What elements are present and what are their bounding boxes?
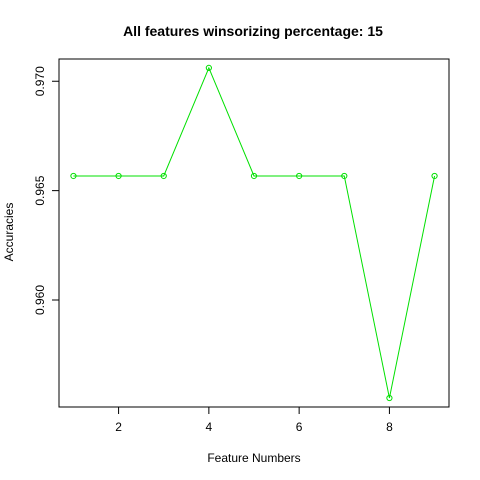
- y-tick-label-1: 0.965: [33, 175, 47, 205]
- y-axis: 0.960 0.965 0.970: [33, 66, 59, 315]
- data-point-9: [431, 172, 438, 180]
- x-axis-label: Feature Numbers: [207, 451, 300, 465]
- data-point-1: [70, 172, 77, 180]
- data-point-8: [386, 394, 393, 402]
- series-line-0: [73, 66, 436, 399]
- data-point-5: [250, 172, 258, 180]
- data-point-7: [341, 172, 348, 180]
- x-axis: 2 4 6 8: [115, 407, 393, 434]
- x-tick-label-6: 6: [296, 420, 303, 434]
- x-tick-label-8: 8: [386, 420, 393, 434]
- data-point-4: [205, 64, 212, 72]
- x-tick-label-2: 2: [115, 420, 122, 434]
- x-tick-label-4: 4: [206, 420, 213, 434]
- y-tick-label-2: 0.970: [33, 66, 47, 96]
- y-axis-label: Accuracies: [2, 203, 16, 262]
- chart-title: All features winsorizing percentage: 15: [123, 23, 383, 39]
- data-point-2: [115, 172, 122, 180]
- series-layer: [70, 64, 438, 402]
- plot-frame: [58, 58, 450, 408]
- data-point-3: [160, 172, 167, 180]
- y-tick-label-0: 0.960: [33, 285, 47, 315]
- data-point-6: [296, 172, 303, 180]
